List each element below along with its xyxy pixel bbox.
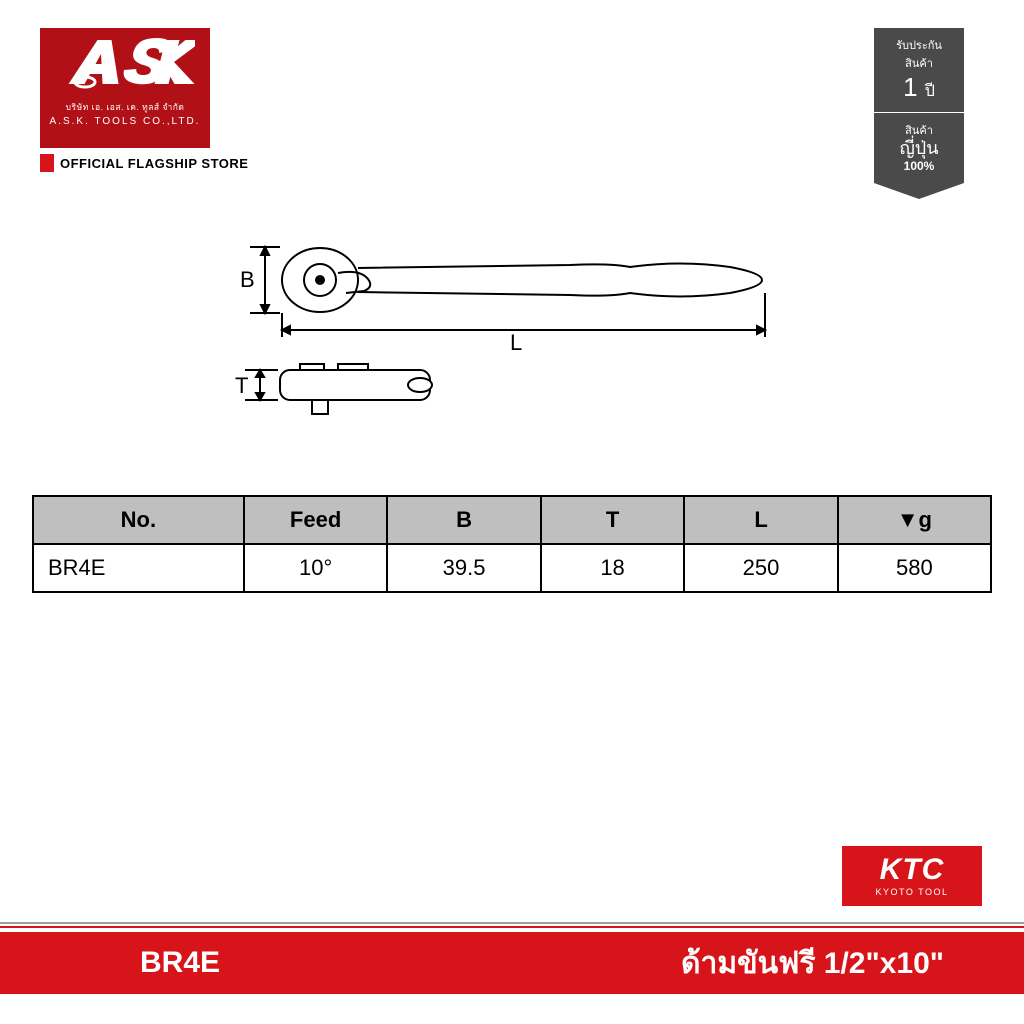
col-no: No. (33, 496, 244, 544)
ktc-logo: KTC KYOTO TOOL (842, 846, 982, 906)
ask-logo-square: บริษัท เอ. เอส. เค. ทูลส์ จำกัด A.S.K. T… (40, 28, 210, 148)
official-flagship-bar: OFFICIAL FLAGSHIP STORE (40, 154, 260, 172)
technical-diagram: B L T (210, 235, 810, 435)
warranty-number: 1 (903, 72, 917, 102)
warranty-line2: สินค้า (905, 58, 933, 70)
warranty-line1: รับประกัน (896, 40, 942, 52)
cell-l: 250 (684, 544, 837, 592)
origin-badge: สินค้า ญี่ปุ่น 100% (874, 113, 964, 183)
bottom-bar-divider (0, 922, 1024, 928)
ribbon-tail-icon (874, 183, 964, 199)
ktc-sub: KYOTO TOOL (875, 887, 948, 897)
spec-header-row: No. Feed B T L ▼g (33, 496, 991, 544)
dim-label-l: L (510, 330, 522, 355)
badge-column: รับประกัน สินค้า 1 ปี สินค้า ญี่ปุ่น 100… (874, 28, 964, 199)
dim-label-t: T (235, 373, 248, 398)
ask-logo-thai: บริษัท เอ. เอส. เค. ทูลส์ จำกัด (66, 100, 185, 114)
spec-table: No. Feed B T L ▼g BR4E 10° 39.5 18 250 5… (32, 495, 992, 593)
cell-feed: 10° (244, 544, 388, 592)
bottom-model: BR4E (140, 946, 220, 980)
ofs-text: OFFICIAL FLAGSHIP STORE (60, 156, 248, 171)
col-g: ▼g (838, 496, 991, 544)
ktc-big: KTC (880, 855, 945, 885)
cell-g: 580 (838, 544, 991, 592)
col-b: B (387, 496, 540, 544)
col-l: L (684, 496, 837, 544)
cell-no: BR4E (33, 544, 244, 592)
bottom-desc: ด้ามขันฟรี 1/2"x10" (681, 940, 944, 987)
warranty-badge: รับประกัน สินค้า 1 ปี (874, 28, 964, 112)
dim-label-b: B (240, 267, 255, 292)
ask-logo-mark (55, 34, 195, 96)
cell-b: 39.5 (387, 544, 540, 592)
cell-t: 18 (541, 544, 685, 592)
origin-country: ญี่ปุ่น (878, 139, 960, 159)
col-feed: Feed (244, 496, 388, 544)
ask-logo-en: A.S.K. TOOLS CO.,LTD. (50, 116, 201, 127)
bottom-title-bar: BR4E ด้ามขันฟรี 1/2"x10" (0, 932, 1024, 994)
warranty-unit: ปี (925, 83, 935, 100)
ofs-red-accent (40, 154, 54, 172)
ask-logo-block: บริษัท เอ. เอส. เค. ทูลส์ จำกัด A.S.K. T… (40, 28, 260, 172)
origin-pct: 100% (878, 159, 960, 173)
spec-row: BR4E 10° 39.5 18 250 580 (33, 544, 991, 592)
col-t: T (541, 496, 685, 544)
origin-line1: สินค้า (905, 125, 933, 137)
